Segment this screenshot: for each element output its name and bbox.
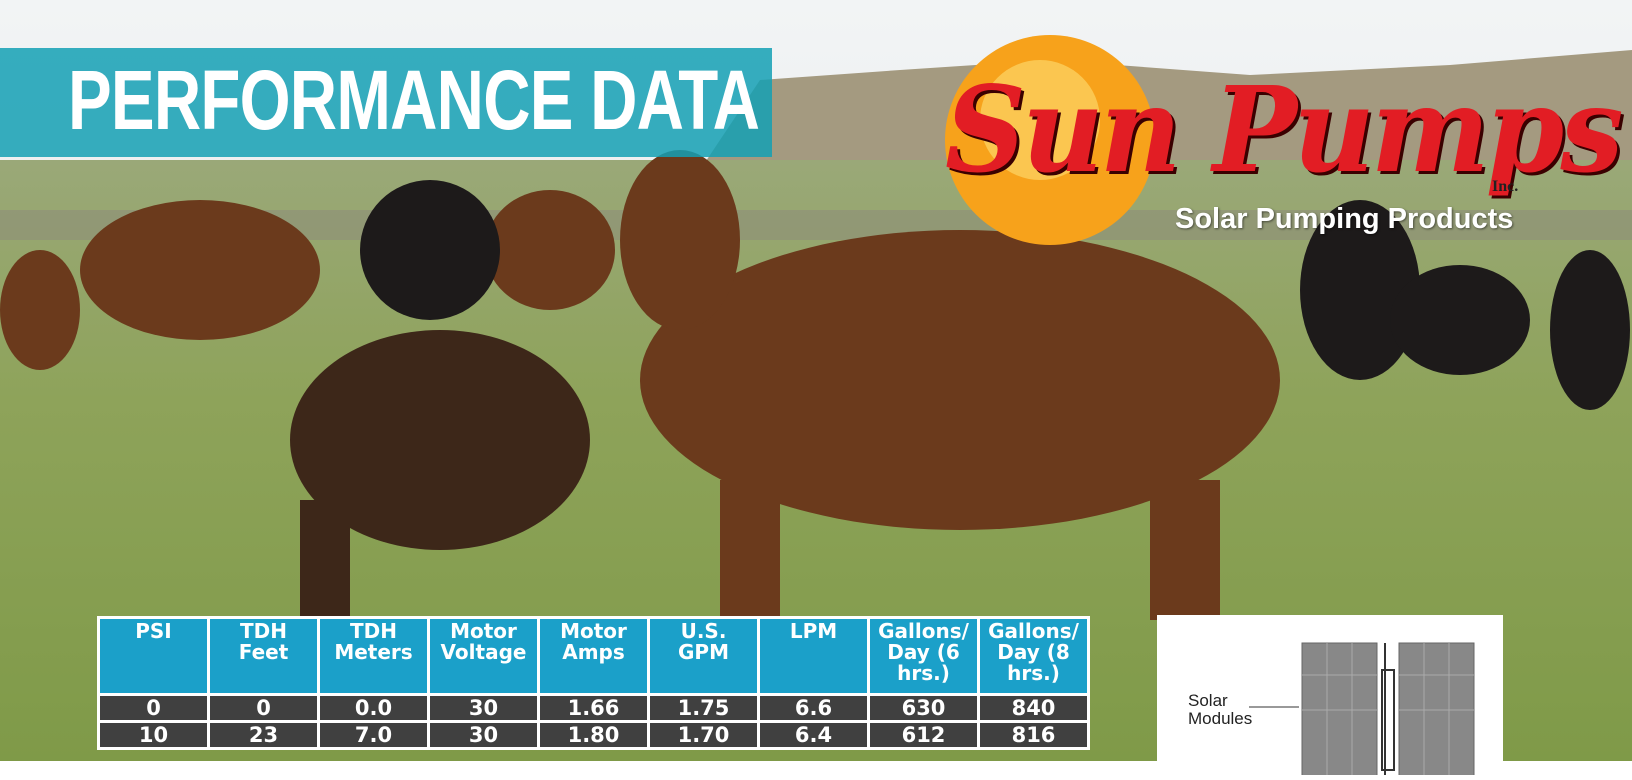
table-cell: 612 [869,722,979,749]
table-cell: 816 [979,722,1089,749]
table-cell: 1.80 [539,722,649,749]
table-cell: 1.70 [649,722,759,749]
table-cell: 0.0 [319,695,429,722]
diagram-label: Solar Modules [1188,692,1258,728]
table-cell: 7.0 [319,722,429,749]
table-cell: 840 [979,695,1089,722]
logo-brand: Sun Pumps [945,60,1620,199]
column-header: U.S. GPM [649,618,759,695]
column-header: PSI [99,618,209,695]
column-header: TDH Meters [319,618,429,695]
logo-suffix: Inc. [1492,178,1518,196]
page-title: PERFORMANCE DATA [68,52,759,149]
table-cell: 1.66 [539,695,649,722]
table-cell: 6.4 [759,722,869,749]
table-cell: 10 [99,722,209,749]
column-header: Gallons/ Day (6 hrs.) [869,618,979,695]
column-header: LPM [759,618,869,695]
column-header: Gallons/ Day (8 hrs.) [979,618,1089,695]
table-cell: 630 [869,695,979,722]
column-header: Motor Voltage [429,618,539,695]
table-cell: 30 [429,695,539,722]
table-cell: 0 [99,695,209,722]
logo-tagline: Solar Pumping Products [1175,203,1513,236]
column-header: TDH Feet [209,618,319,695]
table-cell: 1.75 [649,695,759,722]
page: PERFORMANCE DATA Sun Pumps Inc. Solar Pu… [0,0,1632,761]
table-cell: 23 [209,722,319,749]
table-cell: 6.6 [759,695,869,722]
table-cell: 0 [209,695,319,722]
column-header: Motor Amps [539,618,649,695]
table-cell: 30 [429,722,539,749]
